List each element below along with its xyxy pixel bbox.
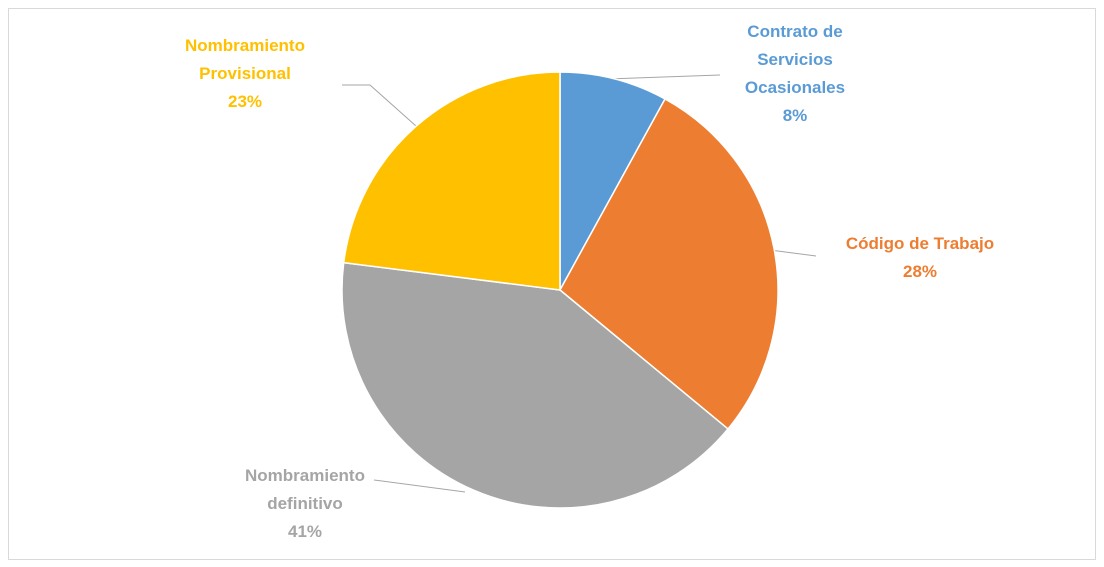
pie-slice [342, 71, 561, 291]
leader-line [373, 479, 466, 493]
category-label: Contrato de Servicios Ocasionales [744, 22, 846, 97]
category-label: Nombramiento Provisional [185, 36, 305, 83]
value-label: 8% [782, 106, 808, 125]
category-label: Código de Trabajo [845, 234, 995, 253]
value-label: 23% [227, 92, 263, 111]
category-label: Nombramiento definitivo [245, 466, 365, 513]
leader-line [342, 84, 417, 127]
value-label: 41% [287, 522, 323, 541]
data-label: Nombramiento Provisional 23% [170, 32, 320, 116]
pie-slice [341, 261, 730, 509]
chart-border [8, 8, 1096, 560]
data-label: Nombramiento definitivo 41% [230, 462, 380, 546]
value-label: 28% [902, 262, 938, 281]
pie-slice [559, 97, 779, 431]
data-label: Código de Trabajo 28% [810, 230, 1030, 286]
leader-line [769, 249, 817, 257]
pie-slice [559, 71, 667, 291]
leader-lines [342, 74, 817, 493]
data-label: Contrato de Servicios Ocasionales 8% [720, 18, 870, 130]
